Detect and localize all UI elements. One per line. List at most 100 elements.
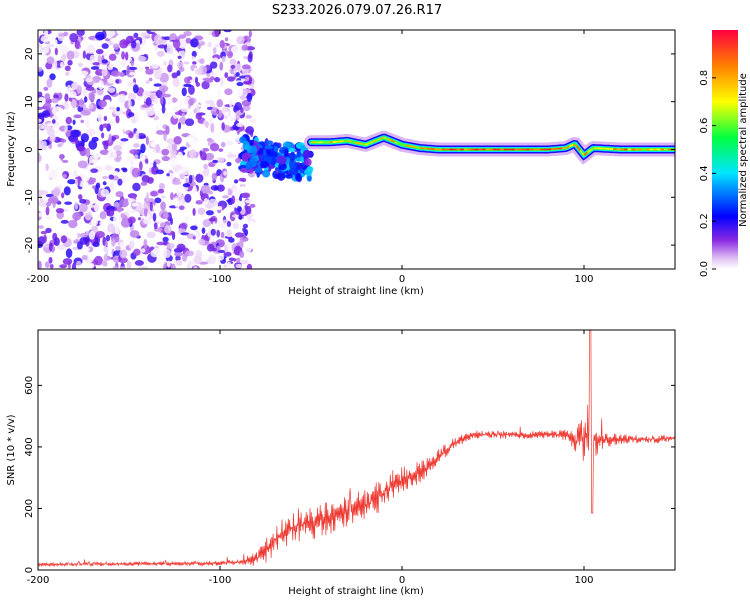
noise-blob bbox=[114, 224, 120, 235]
carrier-core bbox=[347, 140, 352, 143]
noise-blob bbox=[210, 76, 215, 81]
snr-frame bbox=[37, 329, 676, 571]
noise-blob bbox=[232, 214, 241, 218]
noise-blob bbox=[205, 30, 209, 36]
noise-blob bbox=[105, 197, 110, 202]
noise-blob bbox=[104, 38, 110, 42]
noise-blob bbox=[60, 219, 69, 224]
noise-blob bbox=[105, 165, 114, 171]
noise-blob bbox=[71, 262, 77, 269]
noise-blob bbox=[95, 182, 101, 189]
noise-blob bbox=[191, 56, 195, 60]
noise-blob bbox=[238, 195, 242, 202]
noise-blob bbox=[133, 32, 139, 39]
transition-blob bbox=[288, 147, 296, 153]
noise-blob bbox=[222, 65, 231, 71]
noise-blob bbox=[95, 230, 105, 239]
noise-blob bbox=[157, 44, 168, 49]
noise-blob bbox=[131, 40, 137, 49]
noise-blob bbox=[143, 216, 152, 225]
noise-blob bbox=[45, 206, 50, 216]
noise-blob bbox=[74, 138, 79, 145]
noise-blob bbox=[85, 147, 91, 158]
noise-blob bbox=[191, 50, 197, 58]
transition-blob bbox=[262, 170, 271, 178]
noise-blob bbox=[115, 245, 121, 251]
noise-blob bbox=[100, 189, 110, 198]
noise-blob bbox=[88, 103, 94, 109]
carrier-core bbox=[394, 141, 399, 145]
noise-blob bbox=[81, 172, 91, 182]
carrier-core bbox=[569, 143, 574, 148]
spectrogram-xtick-label: -100 bbox=[209, 274, 232, 285]
noise-blob bbox=[127, 112, 135, 118]
noise-blob bbox=[149, 30, 160, 33]
noise-blob bbox=[148, 77, 153, 82]
noise-blob bbox=[178, 66, 185, 73]
noise-blob bbox=[90, 66, 100, 70]
noise-blob bbox=[129, 71, 136, 76]
noise-blob bbox=[93, 202, 101, 213]
noise-blob bbox=[234, 232, 244, 238]
noise-blob bbox=[178, 34, 187, 39]
noise-blob bbox=[202, 147, 210, 152]
noise-blob bbox=[177, 151, 184, 159]
noise-blob bbox=[216, 99, 223, 108]
carrier-core bbox=[398, 142, 403, 146]
noise-blob bbox=[40, 35, 51, 43]
noise-blob bbox=[38, 225, 44, 229]
snr-series-line bbox=[38, 330, 675, 568]
noise-blob bbox=[80, 110, 91, 116]
noise-blob bbox=[227, 154, 238, 158]
noise-blob bbox=[62, 258, 73, 265]
transition-blob bbox=[303, 149, 312, 158]
noise-blob bbox=[162, 212, 169, 220]
noise-blob bbox=[179, 146, 187, 150]
noise-blob bbox=[108, 133, 112, 143]
noise-blob bbox=[76, 85, 83, 94]
noise-blob bbox=[228, 257, 235, 261]
noise-blob bbox=[78, 203, 88, 213]
noise-blob bbox=[119, 249, 128, 259]
noise-blob bbox=[217, 206, 223, 211]
noise-blob bbox=[235, 72, 240, 77]
noise-blob bbox=[58, 223, 66, 227]
noise-blob bbox=[181, 113, 186, 118]
noise-blob bbox=[53, 187, 61, 197]
noise-blob bbox=[203, 132, 209, 138]
noise-blob bbox=[213, 186, 218, 191]
noise-blob bbox=[119, 241, 125, 249]
noise-blob bbox=[64, 93, 69, 102]
transition-blob bbox=[276, 155, 287, 165]
colorbar-tick-label: 0.2 bbox=[699, 213, 710, 229]
noise-blob bbox=[46, 127, 55, 136]
noise-blob bbox=[224, 88, 233, 96]
noise-blob bbox=[73, 169, 77, 177]
noise-blob bbox=[155, 169, 164, 175]
noise-blob bbox=[150, 249, 160, 258]
noise-blob bbox=[137, 55, 147, 62]
noise-blob bbox=[210, 228, 216, 236]
noise-blob bbox=[225, 186, 229, 197]
noise-blob bbox=[249, 118, 256, 123]
noise-blob bbox=[178, 200, 183, 205]
noise-blob bbox=[118, 93, 126, 103]
noise-blob bbox=[79, 198, 87, 204]
transition-blob bbox=[242, 140, 249, 145]
noise-blob bbox=[200, 185, 211, 194]
noise-blob bbox=[195, 200, 203, 205]
noise-blob bbox=[77, 175, 81, 186]
transition-blob bbox=[285, 173, 293, 179]
noise-blob bbox=[244, 199, 253, 204]
noise-blob bbox=[107, 87, 116, 93]
noise-blob bbox=[79, 236, 89, 245]
noise-blob bbox=[143, 61, 153, 67]
carrier-core bbox=[368, 141, 374, 145]
noise-blob bbox=[211, 172, 217, 181]
noise-blob bbox=[133, 154, 139, 160]
noise-blob bbox=[135, 130, 140, 140]
noise-blob bbox=[139, 66, 144, 72]
snr-xtick-label: -100 bbox=[209, 575, 232, 586]
noise-blob bbox=[165, 125, 170, 135]
transition-blob bbox=[260, 161, 270, 169]
